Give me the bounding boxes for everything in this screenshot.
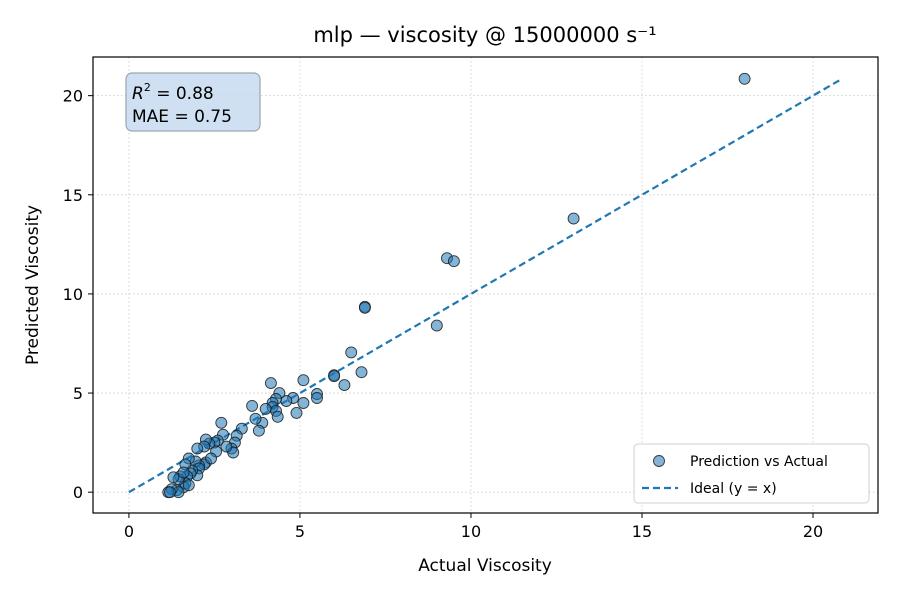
scatter-point [205, 452, 217, 465]
scatter-point [182, 479, 195, 492]
scatter-point [246, 399, 259, 412]
axis-ticks: 0 5 10 15 20 0 5 10 15 20 [63, 87, 824, 541]
scatter-point [220, 440, 233, 453]
scatter-point [430, 319, 443, 332]
scatter-point [297, 397, 310, 409]
y-tick-label: 15 [63, 186, 83, 205]
y-tick-label: 5 [73, 384, 83, 403]
scatter-point [297, 374, 310, 387]
ideal-line-layer [128, 78, 841, 494]
scatter-point [249, 412, 262, 425]
scatter-point [358, 301, 371, 314]
x-tick-label: 5 [295, 522, 305, 541]
scatter-point [311, 392, 323, 404]
chart-title: mlp — viscosity @ 15000000 s⁻¹ [313, 23, 656, 47]
scatter-point [338, 379, 351, 392]
x-tick-label: 20 [803, 522, 823, 541]
scatter-point [567, 212, 580, 225]
r2-stat: R2 = 0.88 [132, 81, 214, 104]
legend-label-ideal: Ideal (y = x) [690, 481, 777, 497]
scatter-point [164, 486, 176, 499]
scatter-point [252, 424, 265, 437]
y-tick-label: 10 [63, 285, 83, 304]
scatter-point [264, 377, 277, 390]
y-axis-label: Predicted Viscosity [23, 205, 43, 365]
r2-value: = 0.88 [151, 84, 214, 104]
scatter-point [271, 410, 284, 423]
x-tick-label: 10 [461, 522, 481, 541]
scatter-point [177, 466, 190, 479]
scatter-point [738, 72, 751, 85]
scatter-point [191, 442, 204, 455]
y-tick-label: 0 [73, 483, 83, 502]
scatter-point [215, 416, 228, 429]
scatter-point [345, 346, 358, 359]
x-tick-label: 0 [124, 522, 134, 541]
data-points [162, 72, 751, 499]
scatter-point [328, 370, 341, 383]
mae-stat: MAE = 0.75 [132, 107, 232, 127]
scatter-point [355, 366, 368, 379]
scatter-point [167, 471, 180, 484]
x-axis-label: Actual Viscosity [418, 556, 552, 576]
x-tick-label: 15 [632, 522, 652, 541]
r2-superscript: 2 [144, 81, 151, 94]
scatter-point [290, 406, 303, 419]
r2-symbol: R [132, 84, 144, 104]
legend-marker-icon [653, 455, 665, 467]
plot-frame [92, 56, 879, 514]
scatter-point [259, 402, 272, 415]
ideal-line [128, 78, 841, 494]
y-tick-label: 20 [63, 87, 83, 106]
stats-box: R2 = 0.88 MAE = 0.75 [125, 72, 261, 132]
legend-box [633, 443, 870, 504]
legend-label-scatter: Prediction vs Actual [690, 454, 828, 470]
scatter-point [447, 255, 460, 268]
grid-lines [93, 57, 878, 513]
legend: Prediction vs Actual Ideal (y = x) [633, 443, 870, 504]
stats-box-background [125, 72, 261, 132]
